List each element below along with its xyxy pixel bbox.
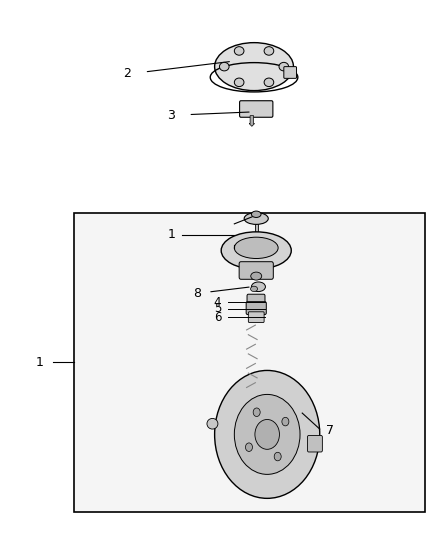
Text: 5: 5: [214, 302, 221, 315]
Ellipse shape: [251, 286, 258, 292]
Ellipse shape: [234, 78, 244, 86]
FancyBboxPatch shape: [246, 302, 266, 314]
Text: 3: 3: [167, 109, 175, 122]
Circle shape: [274, 453, 281, 461]
Ellipse shape: [234, 47, 244, 55]
Text: 8: 8: [194, 287, 201, 300]
Text: 6: 6: [214, 311, 221, 324]
Circle shape: [253, 408, 260, 416]
FancyBboxPatch shape: [239, 262, 273, 279]
Ellipse shape: [207, 418, 218, 429]
Circle shape: [234, 394, 300, 474]
Circle shape: [215, 370, 320, 498]
Ellipse shape: [279, 62, 289, 71]
Text: 4: 4: [214, 296, 221, 309]
FancyBboxPatch shape: [247, 294, 265, 307]
Ellipse shape: [251, 211, 261, 217]
Text: 7: 7: [326, 424, 334, 437]
FancyBboxPatch shape: [248, 312, 264, 322]
FancyBboxPatch shape: [74, 213, 425, 512]
FancyBboxPatch shape: [240, 101, 273, 117]
FancyArrow shape: [255, 221, 258, 243]
Ellipse shape: [219, 62, 229, 71]
Circle shape: [282, 417, 289, 426]
Ellipse shape: [215, 43, 293, 91]
FancyBboxPatch shape: [307, 435, 322, 452]
Circle shape: [255, 419, 279, 449]
Ellipse shape: [234, 237, 278, 259]
FancyArrow shape: [249, 116, 254, 126]
Text: 1: 1: [36, 356, 44, 369]
Ellipse shape: [251, 272, 261, 280]
Ellipse shape: [244, 213, 268, 224]
Circle shape: [245, 443, 252, 451]
Ellipse shape: [264, 78, 274, 86]
Ellipse shape: [251, 282, 265, 292]
Ellipse shape: [264, 47, 274, 55]
Text: 1: 1: [167, 228, 175, 241]
FancyBboxPatch shape: [284, 67, 297, 78]
Ellipse shape: [221, 232, 291, 269]
Text: 2: 2: [124, 67, 131, 79]
